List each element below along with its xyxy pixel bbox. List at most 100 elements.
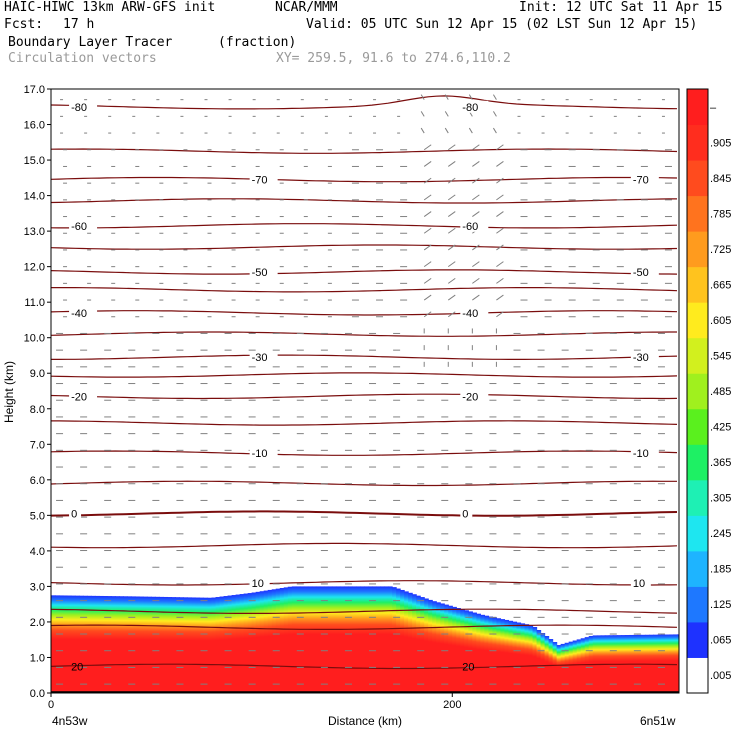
tracer-column	[119, 596, 124, 693]
contour-label-bg	[69, 507, 82, 520]
contour-line	[51, 244, 678, 250]
tracer-column	[396, 588, 401, 693]
tracer-column	[384, 586, 389, 693]
tracer-column	[524, 624, 530, 693]
contour-label: -20	[462, 391, 478, 403]
vector-arrow	[423, 177, 432, 184]
x-tick-label: 200	[443, 699, 461, 711]
vector-arrow	[423, 277, 432, 284]
tracer-column	[151, 596, 156, 693]
contour-label: -60	[71, 221, 87, 233]
tracer-column	[171, 597, 176, 693]
contour-label: -30	[633, 352, 649, 364]
tracer-column	[199, 597, 205, 693]
vector-arrow	[423, 294, 432, 301]
tracer-column	[668, 634, 674, 693]
x-right-endpoint: 6n51w	[640, 714, 676, 728]
contour-line	[51, 287, 678, 293]
contour-label-bg	[249, 447, 278, 460]
colorbar-swatch	[687, 515, 708, 552]
tracer-column	[388, 586, 393, 693]
contour-label-bg	[630, 447, 659, 460]
vector-arrow	[496, 194, 504, 201]
tracer-column	[572, 640, 578, 693]
tracer-column	[139, 596, 144, 693]
tracer-column	[319, 586, 325, 693]
vector-arrow	[496, 161, 504, 167]
tracer-column	[271, 589, 277, 693]
y-tick-label: 14.0	[24, 191, 45, 203]
contour-label-bg	[460, 390, 489, 403]
tracer-column	[227, 595, 233, 693]
y-tick-label: 6.0	[30, 475, 45, 487]
plot-frame	[50, 88, 680, 694]
vector-arrow	[496, 177, 504, 184]
tracer-column	[480, 614, 485, 693]
tracer-column	[107, 596, 112, 693]
tracer-column	[380, 586, 385, 693]
contour-line	[51, 269, 678, 275]
tracer-column	[83, 595, 88, 693]
tracer-column	[175, 597, 181, 693]
colorbar-swatch	[687, 89, 708, 126]
y-tick-label: 3.0	[30, 581, 45, 593]
tracer-column	[75, 595, 80, 693]
tracer-column	[368, 586, 373, 693]
colorbar-label: .485	[710, 386, 731, 398]
contour-label: 0	[71, 509, 77, 521]
tracer-column	[552, 642, 558, 693]
tracer-column	[239, 594, 245, 693]
tracer-column	[343, 586, 349, 693]
tracer-column	[331, 586, 337, 693]
colorbar-label: .125	[710, 599, 731, 611]
tracer-column	[339, 586, 345, 693]
tracer-column	[532, 626, 538, 693]
header-fcst-label: Fcst:	[4, 17, 44, 32]
tracer-column	[87, 595, 92, 693]
contour-label-bg	[630, 576, 651, 589]
colorbar-label: .185	[710, 564, 731, 576]
tracer-column	[536, 630, 542, 693]
vector-arrow	[447, 311, 456, 318]
colorbar-label: .065	[710, 635, 731, 647]
tracer-column	[500, 619, 506, 693]
tracer-column	[311, 586, 317, 693]
y-axis: 0.0 1.0 2.0 3.0 4.0 5.0 6.0 7.0 8.0 9.0 10.0 11.0 12…	[24, 84, 51, 700]
circulation-vectors	[56, 94, 672, 685]
tracer-column	[347, 586, 353, 693]
vector-arrow	[496, 311, 504, 318]
colorbar-label: .905	[710, 137, 731, 149]
y-tick-label: 16.0	[24, 120, 45, 132]
contour-line	[51, 450, 678, 456]
contour-label-bg	[249, 173, 278, 186]
x-left-endpoint: 4n53w	[52, 714, 88, 728]
contour-label-bg	[69, 390, 98, 403]
vector-arrow	[447, 261, 456, 268]
contour-line	[51, 372, 678, 378]
tracer-column	[279, 588, 285, 693]
tracer-column	[283, 587, 289, 693]
tracer-column	[428, 599, 433, 693]
tracer-column	[315, 586, 321, 693]
tracer-column	[135, 596, 140, 693]
colorbar-swatch	[687, 337, 708, 374]
tracer-column	[275, 588, 281, 693]
contour-line	[51, 420, 678, 426]
contour-label-bg	[460, 100, 489, 113]
header-init: Init: 12 UTC Sat 11 Apr 15	[519, 0, 723, 15]
vector-arrow	[496, 294, 504, 301]
contour-label-bg	[630, 265, 659, 278]
y-tick-label: 0.0	[30, 688, 45, 700]
vector-arrow	[496, 244, 504, 251]
y-tick-label: 12.0	[24, 262, 45, 274]
tracer-column	[267, 589, 273, 693]
vector-arrow	[423, 311, 432, 318]
tracer-column	[159, 596, 164, 693]
vector-arrow	[423, 227, 432, 234]
vector-arrow	[447, 211, 456, 217]
colorbar-swatch	[687, 302, 708, 339]
colorbar-swatch	[687, 124, 708, 161]
tracer-column	[335, 586, 341, 693]
tracer-column	[512, 621, 518, 693]
tracer-column	[79, 595, 84, 693]
